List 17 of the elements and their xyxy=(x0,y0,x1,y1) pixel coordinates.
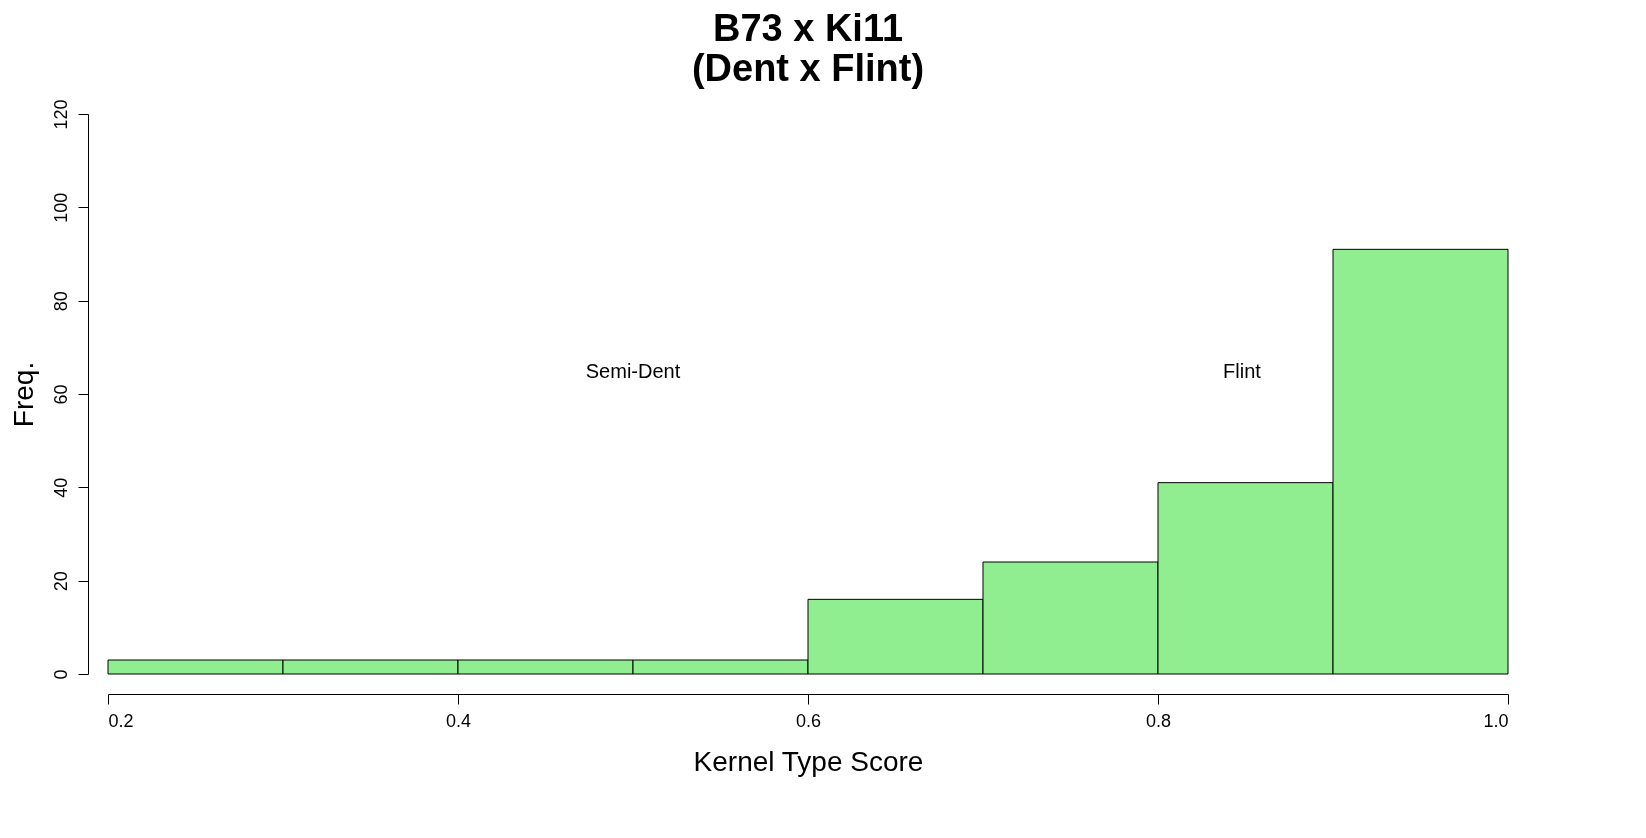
annotation: Flint xyxy=(1223,359,1262,382)
x-tick-label: 0.4 xyxy=(445,710,472,731)
y-tick-label: 100 xyxy=(50,192,71,223)
x-tick-label: 0.8 xyxy=(1145,710,1172,731)
y-tick-label: 0 xyxy=(50,669,71,680)
x-tick-label: 1.0 xyxy=(1483,710,1509,731)
x-axis-title: Kernel Type Score xyxy=(693,745,924,777)
x-tick-label: 0.6 xyxy=(795,710,822,731)
y-tick-label: 120 xyxy=(50,99,71,130)
y-axis-title: Freq. xyxy=(7,361,39,428)
annotation: Semi-Dent xyxy=(585,359,681,382)
y-tick-label: 40 xyxy=(50,477,71,498)
y-tick-label: 60 xyxy=(50,384,71,405)
y-tick-label: 80 xyxy=(50,291,71,312)
x-tick-label: 0.2 xyxy=(108,710,134,731)
chart-title: B73 x Ki11 (Dent x Flint) xyxy=(691,6,925,89)
y-tick-label: 20 xyxy=(50,571,71,592)
